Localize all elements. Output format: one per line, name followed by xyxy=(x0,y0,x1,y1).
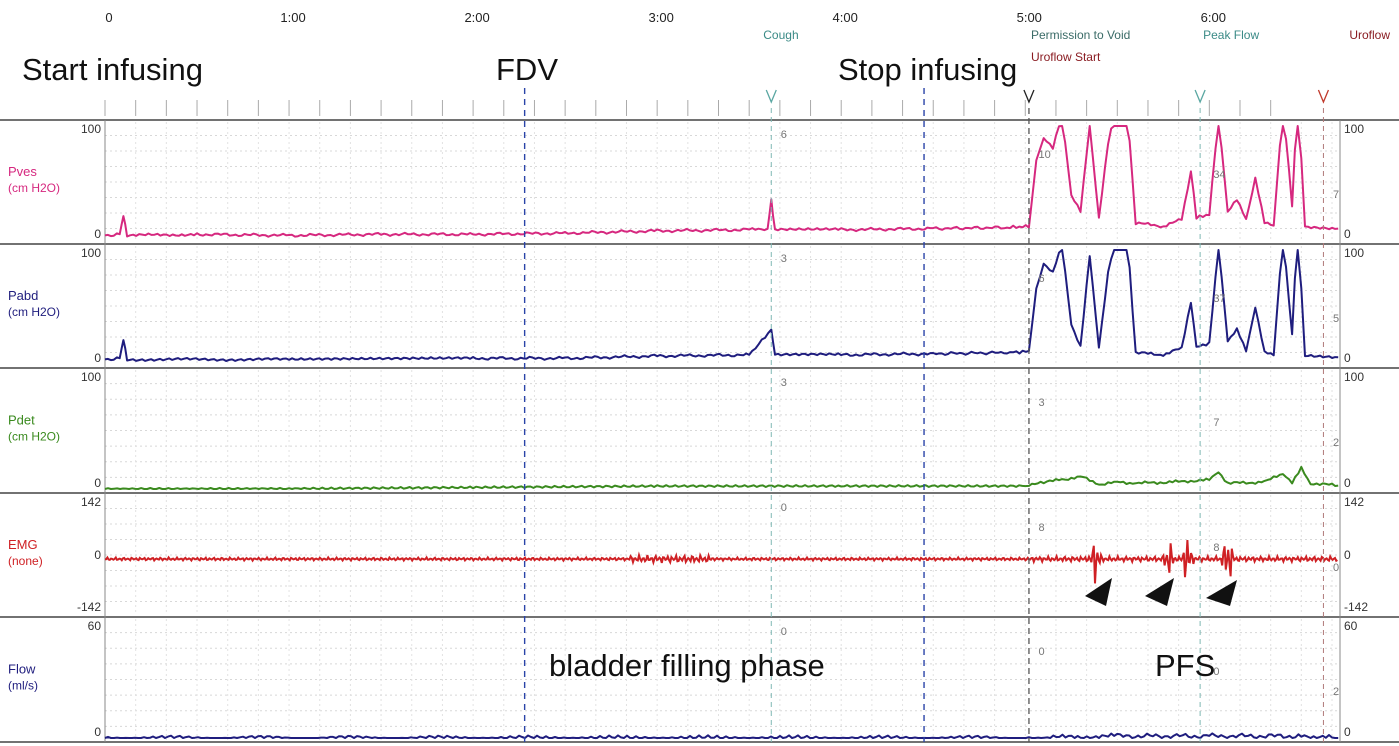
stop-infusing-label: Stop infusing xyxy=(838,52,1018,87)
event-chevron xyxy=(1317,89,1330,104)
inline-value-label: 2 xyxy=(1333,437,1339,449)
right-min-label: 0 xyxy=(1344,476,1351,490)
y-max-label: 60 xyxy=(88,619,102,633)
right-max-label: 60 xyxy=(1344,619,1358,633)
time-tick-label: 5:00 xyxy=(1017,10,1042,25)
event-chevron xyxy=(1023,89,1035,104)
inline-value-label: 6 xyxy=(1038,273,1044,285)
inline-value-label: 2 xyxy=(1333,686,1339,698)
inline-value-label: 3 xyxy=(1038,397,1044,409)
y-min-label: -142 xyxy=(77,600,101,614)
inline-value-label: 3 xyxy=(781,377,787,389)
time-tick-label: 2:00 xyxy=(464,10,489,25)
inline-value-label: 8 xyxy=(1038,522,1044,534)
time-tick-label: 6:00 xyxy=(1201,10,1226,25)
channel-unit: (cm H2O) xyxy=(8,430,60,444)
inline-value-label: 10 xyxy=(1038,149,1050,161)
right-zero-label: 0 xyxy=(1344,548,1351,562)
inline-value-label: 37 xyxy=(1213,293,1225,305)
channel-name: Pabd xyxy=(8,288,38,303)
trace-emg xyxy=(104,540,1338,584)
inline-value-label: 0 xyxy=(781,502,787,514)
right-min-label: 0 xyxy=(1344,351,1351,365)
channel-unit: (none) xyxy=(8,554,43,568)
right-max-label: 142 xyxy=(1344,495,1364,509)
y-min-label: 0 xyxy=(94,227,101,241)
arrowhead-3 xyxy=(1206,580,1237,606)
inline-value-label: 7 xyxy=(1213,417,1219,429)
y-max-label: 100 xyxy=(81,122,101,136)
event-label: Permission to Void xyxy=(1031,28,1130,42)
inline-value-label: 5 xyxy=(1333,313,1339,325)
arrowhead-2 xyxy=(1145,578,1174,606)
trace-flow xyxy=(104,732,1339,739)
inline-value-label: 0 xyxy=(1333,562,1339,574)
start-infusing-label: Start infusing xyxy=(22,52,203,87)
right-min-label: 0 xyxy=(1344,227,1351,241)
inline-value-label: 3 xyxy=(781,253,787,265)
inline-value-label: 7 xyxy=(1333,189,1339,201)
y-max-label: 100 xyxy=(81,246,101,260)
channel-unit: (cm H2O) xyxy=(8,305,60,319)
pfs-label: PFS xyxy=(1155,648,1216,683)
emg-arrowheads xyxy=(1085,578,1237,606)
event-label: Cough xyxy=(763,28,798,42)
right-min-label: 0 xyxy=(1344,725,1351,739)
inline-value-label: 0 xyxy=(781,626,787,638)
trace-layer xyxy=(104,125,1339,739)
inline-value-label: 6 xyxy=(781,129,787,141)
event-label: Uroflow Start xyxy=(1031,50,1101,64)
inline-value-label: 8 xyxy=(1213,542,1219,554)
right-max-label: 100 xyxy=(1344,246,1364,260)
event-markers: Cough Permission to Void Uroflow Start Peak… xyxy=(763,28,1390,104)
filling-phase-label: bladder filling phase xyxy=(549,648,825,683)
right-min-label: -142 xyxy=(1344,600,1368,614)
trace-pdet xyxy=(104,465,1339,490)
y-min-label: 0 xyxy=(94,476,101,490)
time-tick-label: 4:00 xyxy=(833,10,858,25)
time-tick-label: 3:00 xyxy=(649,10,674,25)
right-max-label: 100 xyxy=(1344,122,1364,136)
trace-pabd xyxy=(104,249,1339,362)
right-max-label: 100 xyxy=(1344,370,1364,384)
time-tick-label: 1:00 xyxy=(280,10,305,25)
time-tick-label: 0 xyxy=(105,10,112,25)
event-label: Uroflow xyxy=(1349,28,1390,42)
event-chevron xyxy=(1194,89,1206,104)
marker-layer xyxy=(523,88,1324,742)
channel-name: EMG xyxy=(8,537,38,552)
trace-pves xyxy=(104,125,1339,238)
grid-layer xyxy=(0,119,1399,743)
fdv-label: FDV xyxy=(496,52,558,87)
y-max-label: 100 xyxy=(81,370,101,384)
y-max-label: 142 xyxy=(81,495,101,509)
channel-unit: (ml/s) xyxy=(8,679,38,693)
y-zero-label: 0 xyxy=(94,548,101,562)
event-chevron xyxy=(765,89,777,104)
inline-value-label: 0 xyxy=(1213,666,1219,678)
label-layer: Pves (cm H2O) 100 0 100 0 6 10 34 7 Pabd (cm H2O) 10… xyxy=(8,122,1368,739)
channel-name: Pves xyxy=(8,164,37,179)
arrowhead-1 xyxy=(1085,578,1112,606)
time-axis: 0 1:00 2:00 3:00 4:00 5:00 6:00 xyxy=(104,10,1272,116)
channel-name: Pdet xyxy=(8,413,35,428)
y-min-label: 0 xyxy=(94,351,101,365)
inline-value-label: 34 xyxy=(1213,169,1225,181)
y-min-label: 0 xyxy=(94,725,101,739)
inline-value-label: 0 xyxy=(1038,646,1044,658)
channel-unit: (cm H2O) xyxy=(8,181,60,195)
event-label: Peak Flow xyxy=(1203,28,1259,42)
channel-name: Flow xyxy=(8,662,36,677)
